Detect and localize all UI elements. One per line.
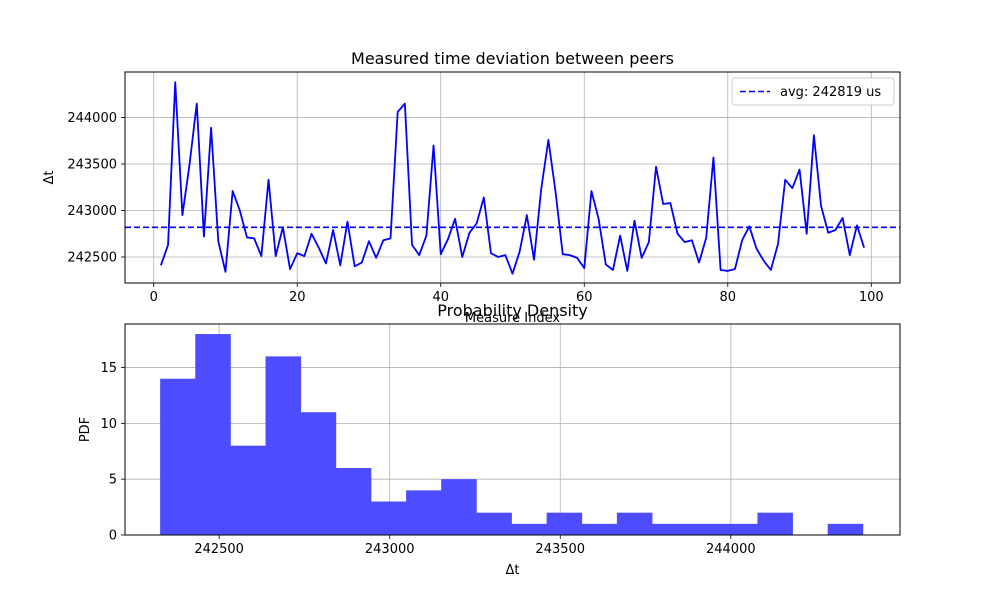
histogram-bar — [616, 512, 653, 535]
line-chart-legend: avg: 242819 us — [731, 77, 895, 106]
histogram-y-label: PDF — [78, 417, 93, 442]
histogram-bar — [511, 523, 548, 535]
line-chart-x-tick-label: 40 — [432, 290, 449, 305]
line-chart-x-tick-label: 0 — [150, 290, 158, 305]
line-chart-x-label: Measure Index — [465, 311, 560, 326]
histogram-bar — [335, 468, 372, 535]
histogram-x-tick-label: 242500 — [194, 542, 244, 557]
line-chart-y-ticks: 242500 243000 243500 244000 — [67, 111, 125, 265]
histogram-bar — [300, 412, 337, 535]
histogram-bar — [546, 512, 583, 535]
histogram-bar — [476, 512, 512, 535]
line-chart-frame — [124, 71, 901, 284]
histogram-bars — [160, 334, 864, 535]
histogram-x-tick-label: 243500 — [535, 542, 585, 557]
line-chart-x-tick-label: 60 — [576, 290, 593, 305]
histogram-bar — [652, 523, 688, 535]
histogram-x-tick-label: 244000 — [706, 542, 756, 557]
histogram-bar — [757, 512, 793, 535]
histogram-x-ticks: 242500 243000 243500 244000 — [194, 535, 756, 557]
line-chart-x-tick-label: 20 — [289, 290, 306, 305]
histogram-x-tick-label: 243000 — [365, 542, 415, 557]
line-chart-x-tick-label: 80 — [720, 290, 737, 305]
line-chart-title: Measured time deviation between peers — [351, 49, 674, 68]
line-chart-y-tick-label: 243500 — [67, 158, 117, 173]
series-line-time-deviation — [160, 81, 865, 275]
histogram-x-label: Δt — [506, 563, 520, 578]
line-chart-y-tick-label: 242500 — [67, 250, 117, 265]
histogram-y-tick-label: 15 — [100, 361, 117, 376]
legend-box — [731, 77, 895, 106]
histogram-bar — [195, 334, 231, 535]
line-chart-grid — [125, 72, 900, 283]
histogram-title: Probability Density — [437, 301, 588, 320]
histogram-bar — [687, 523, 723, 535]
histogram-y-tick-label: 0 — [109, 529, 117, 544]
line-chart: 0 20 40 60 80 100 242500 243000 243500 244000 Me… — [42, 49, 901, 326]
histogram-y-tick-label: 10 — [100, 417, 117, 432]
histogram-bar — [265, 356, 302, 535]
line-chart-y-tick-label: 244000 — [67, 111, 117, 126]
line-chart-y-label: Δt — [42, 171, 57, 185]
line-chart-x-ticks: 0 20 40 60 80 100 — [150, 283, 884, 305]
histogram-bar — [581, 523, 618, 535]
histogram-y-ticks: 0 5 10 15 — [100, 361, 125, 544]
histogram-bar — [160, 378, 196, 535]
line-chart-x-tick-label: 100 — [859, 290, 884, 305]
histogram-chart: 242500 243000 243500 244000 0 5 10 15 Probabil… — [78, 301, 901, 578]
line-chart-series — [125, 81, 900, 275]
legend-label-avg: avg: 242819 us — [780, 85, 881, 100]
histogram-bar — [370, 501, 407, 535]
histogram-bar — [827, 523, 864, 535]
line-chart-y-tick-label: 243000 — [67, 204, 117, 219]
histogram-frame — [124, 323, 901, 536]
histogram-y-tick-label: 5 — [109, 473, 117, 488]
histogram-bar — [230, 445, 266, 535]
histogram-bar — [722, 523, 758, 535]
histogram-bar — [406, 490, 442, 535]
histogram-bar — [441, 479, 477, 535]
